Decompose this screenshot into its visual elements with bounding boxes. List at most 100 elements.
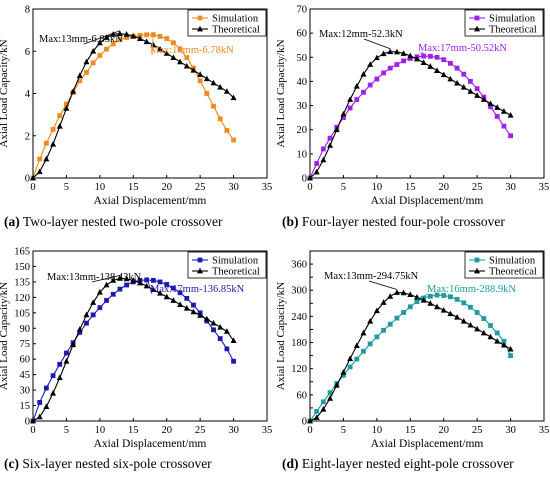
data-point (144, 277, 150, 283)
x-tick-label: 0 (307, 425, 312, 436)
y-tick-label: 4 (25, 89, 31, 100)
x-tick-label: 15 (128, 425, 139, 436)
data-point (341, 115, 346, 121)
data-point (57, 361, 63, 367)
series-line (309, 291, 511, 422)
data-point (387, 48, 394, 55)
data-point (407, 291, 414, 297)
data-point (124, 35, 129, 40)
data-point (393, 289, 400, 295)
data-point (380, 299, 387, 305)
x-tick-label: 15 (405, 425, 416, 436)
x-tick-label: 25 (195, 425, 206, 436)
data-point (354, 356, 360, 362)
data-point (407, 56, 413, 61)
data-point (150, 277, 156, 283)
data-point (374, 334, 380, 340)
data-point (231, 358, 236, 364)
x-tick-label: 0 (30, 182, 35, 193)
data-point (434, 303, 441, 310)
data-point (203, 315, 210, 322)
legend-swatch-marker (197, 25, 203, 32)
data-point (468, 304, 473, 310)
data-point (494, 104, 501, 110)
data-point (487, 100, 494, 107)
data-point (480, 96, 487, 102)
y-tick-label: 240 (291, 312, 307, 323)
data-point (434, 67, 441, 73)
data-point (217, 336, 223, 341)
y-tick-label: 0 (25, 174, 30, 185)
data-point (50, 127, 56, 132)
max-annotation: Max:12mm-52.3kN (319, 29, 403, 40)
caption-a-letter: (a) (4, 214, 20, 229)
data-point (37, 400, 43, 405)
data-point (64, 350, 69, 356)
data-point (77, 78, 83, 84)
data-point (353, 83, 360, 89)
caption-b-text: Four-layer nested four-pole crossover (301, 214, 505, 229)
caption-c: (c) Six-layer nested six-pole crossover (4, 456, 212, 472)
series-line (32, 277, 235, 422)
data-point (217, 83, 224, 90)
data-point (150, 41, 157, 48)
legend-label: Simulation (212, 14, 259, 25)
data-point (116, 275, 123, 281)
data-point (171, 40, 176, 46)
data-point (110, 277, 117, 283)
data-point (474, 86, 480, 92)
x-tick-label: 30 (505, 182, 516, 193)
data-point (320, 399, 326, 405)
data-point (440, 71, 447, 78)
data-point (197, 312, 204, 318)
data-point (467, 321, 474, 328)
data-point (454, 79, 461, 86)
annotation-leader (91, 274, 121, 283)
caption-b-letter: (b) (282, 214, 299, 229)
y-tick-label: 135 (14, 277, 30, 288)
data-point (387, 293, 394, 299)
data-point (420, 297, 427, 303)
y-axis-label: Axial Load Capacity/kN (0, 39, 10, 147)
data-point (110, 41, 116, 47)
data-point (501, 338, 507, 344)
x-tick-label: 20 (161, 425, 172, 436)
y-tick-label: 10 (297, 149, 308, 160)
chart-panel-a: 0 5 10 15 20 25 30 35 0 2 4 6 8 Axial Displacement/mm… (0, 5, 272, 208)
legend-swatch-marker (474, 257, 480, 263)
data-point (414, 299, 420, 304)
data-point (84, 320, 89, 326)
data-point (367, 82, 373, 88)
data-point (231, 137, 236, 143)
data-point (353, 342, 360, 348)
y-tick-label: 120 (291, 364, 307, 375)
y-tick-label: 165 (14, 247, 30, 258)
y-tick-label: 180 (291, 338, 307, 349)
series-line (32, 279, 235, 422)
data-point (434, 54, 440, 60)
data-point (454, 65, 460, 71)
data-point (320, 146, 326, 152)
data-point (440, 307, 447, 313)
data-point (211, 103, 216, 109)
chart-panel-c: 0 5 10 15 20 25 30 35 0 15 30 45 60 75 90 105 120 135 150 1… (0, 247, 272, 451)
y-tick-label: 60 (20, 355, 31, 366)
data-point (474, 310, 480, 315)
legend-label: Simulation (489, 14, 536, 25)
data-point (460, 84, 467, 90)
data-point (507, 112, 514, 118)
y-tick-label: 30 (20, 386, 31, 397)
data-point (314, 161, 320, 166)
data-point (494, 338, 501, 344)
y-axis-label: Axial Load Capacity/kN (275, 39, 287, 147)
annotation-leader (151, 31, 154, 56)
y-tick-label: 0 (302, 417, 307, 428)
data-point (454, 296, 460, 302)
data-point (494, 330, 500, 336)
data-point (210, 79, 217, 86)
y-tick-label: 105 (14, 308, 30, 319)
caption-c-text: Six-layer nested six-pole crossover (22, 456, 212, 471)
data-point (347, 355, 354, 362)
